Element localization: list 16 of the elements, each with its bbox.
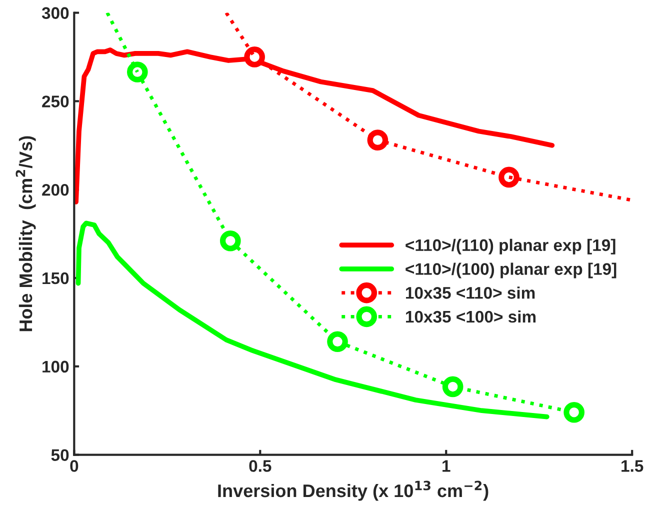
y-tick-label: 250 (42, 96, 69, 108)
legend-label: <110>/(110) planar exp [19] (406, 238, 616, 254)
x-axis-title: Inversion Density (x 10$^{13}$ cm$^{−2}$) (218, 480, 488, 501)
y-axis-title: Hole Mobility (cm$^{2}$/Vs) (16, 136, 36, 332)
x-tick-label: 1.5 (622, 460, 644, 472)
y-tick-label: 100 (42, 360, 69, 373)
x-tick-label: 1 (442, 460, 450, 472)
y-tick-label: 50 (51, 449, 69, 461)
x-tick-label: 0.5 (249, 460, 272, 472)
legend-label: 10x35 <110> sim (406, 286, 535, 299)
legend-label: <110>/(100) planar exp [19] (406, 262, 616, 278)
y-tick-label: 150 (42, 272, 69, 284)
y-tick-label: 300 (42, 7, 69, 19)
legend-label: 10x35 <100> sim (406, 310, 536, 323)
y-tick-label: 200 (42, 184, 69, 196)
x-tick-label: 0 (70, 460, 78, 472)
